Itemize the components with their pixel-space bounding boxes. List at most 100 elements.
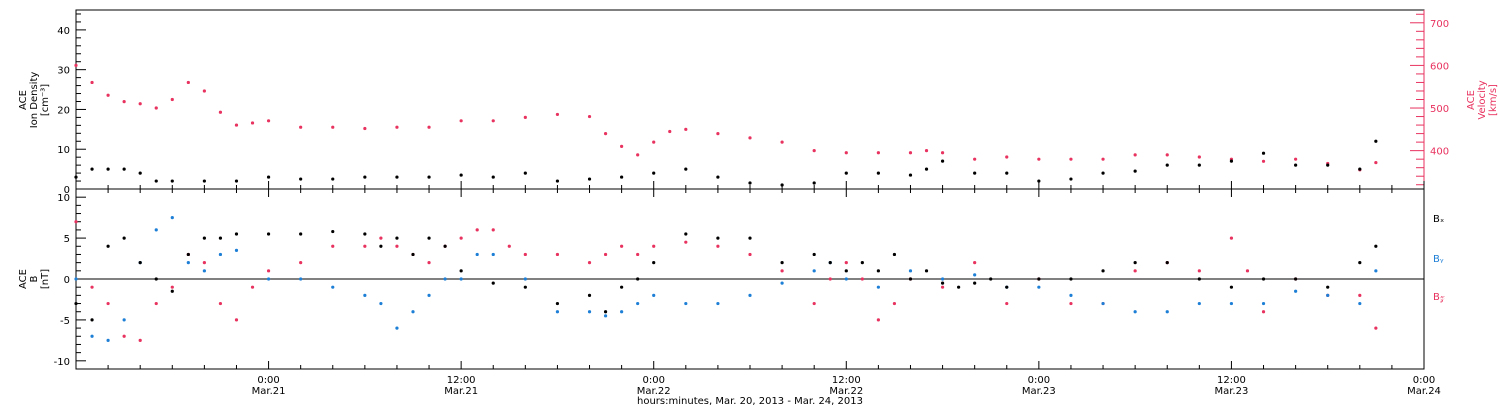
bx-point: [780, 261, 784, 265]
velocity-point: [636, 153, 640, 157]
bz-point: [427, 261, 431, 265]
b-ylabel-line2: B: [29, 275, 40, 282]
velocity-point: [603, 131, 608, 136]
top-panel-frame: [75, 9, 1425, 190]
by-point: [587, 310, 592, 314]
bz-point: [603, 252, 608, 257]
bx-point: [876, 269, 880, 273]
by-point: [1197, 301, 1201, 306]
bz-point: [363, 244, 367, 248]
bz-point: [636, 252, 640, 257]
bz-point: [684, 240, 688, 244]
density-tick-label: 10: [57, 145, 70, 156]
bz-point: [587, 261, 592, 265]
bx-point: [122, 236, 126, 240]
by-point: [1037, 285, 1041, 289]
bz-point: [491, 228, 495, 232]
by-point: [395, 326, 399, 330]
bz-point: [1197, 269, 1201, 273]
by-point: [475, 252, 479, 257]
by-point: [299, 277, 303, 281]
x-tick-date: Mar.23: [1214, 386, 1248, 397]
bz-point: [250, 285, 255, 289]
by-point: [1101, 301, 1105, 306]
velocity-ylabel-line1: ACE: [1466, 90, 1477, 110]
density-point: [1261, 151, 1266, 155]
legend-bx: Bₓ: [1433, 214, 1444, 225]
density-point: [780, 183, 784, 187]
bx-point: [989, 277, 993, 281]
bz-point: [459, 236, 463, 240]
bx-point: [395, 236, 399, 240]
x-tick-time: 0:00: [1413, 375, 1435, 386]
by-point: [780, 281, 784, 285]
by-point: [844, 277, 848, 281]
bx-point: [1229, 285, 1234, 289]
velocity-point: [266, 119, 271, 123]
bz-point: [716, 244, 720, 248]
b-tick-label: 10: [57, 193, 70, 204]
density-point: [652, 171, 656, 175]
density-point: [170, 179, 174, 183]
b-tick-label: -10: [54, 357, 70, 368]
bx-point: [411, 252, 415, 257]
bz-point: [748, 252, 752, 257]
bz-point: [170, 285, 174, 289]
bx-point: [892, 252, 897, 257]
density-point: [299, 177, 303, 181]
bz-point: [202, 261, 206, 265]
density-tick-label: 40: [57, 26, 70, 37]
density-point: [716, 175, 720, 179]
density-point: [266, 175, 271, 179]
x-tick-time: 12:00: [1217, 375, 1246, 386]
x-tick-time: 12:00: [832, 375, 861, 386]
by-point: [234, 248, 239, 252]
bx-point: [1197, 277, 1201, 281]
density-point: [523, 171, 527, 175]
density-point: [491, 175, 495, 179]
bz-series: [74, 220, 1378, 342]
velocity-ylabel: ACE Velocity [km/s]: [1466, 80, 1499, 119]
velocity-point: [780, 140, 784, 144]
bx-point: [844, 269, 848, 273]
by-point: [459, 277, 463, 281]
by-point: [411, 310, 415, 314]
bx-point: [1261, 277, 1266, 281]
density-point: [940, 159, 945, 163]
bx-point: [555, 301, 560, 306]
density-ylabel: ACE Ion Density [cm⁻³]: [18, 72, 51, 129]
by-point: [973, 273, 977, 277]
density-point: [684, 167, 688, 171]
b-tick-label: 5: [64, 234, 70, 245]
x-axis-label: hours:minutes, Mar. 20, 2013 - Mar. 24, …: [637, 396, 863, 407]
bz-point: [1133, 269, 1137, 273]
by-point: [812, 269, 816, 273]
bz-point: [1374, 326, 1378, 330]
bz-point: [780, 269, 784, 273]
by-point: [620, 310, 624, 314]
bx-point: [620, 285, 624, 289]
by-point: [106, 338, 110, 342]
by-point: [90, 334, 94, 338]
x-tick-time: 0:00: [642, 375, 664, 386]
bx-point: [748, 236, 752, 240]
density-point: [427, 175, 431, 179]
x-tick-date: Mar.21: [444, 386, 478, 397]
x-tick-time: 0:00: [257, 375, 279, 386]
velocity-tick-label: 400: [1430, 147, 1449, 158]
bz-point: [395, 244, 399, 248]
bz-point: [860, 277, 864, 281]
by-point: [1165, 310, 1169, 314]
bz-point: [507, 244, 511, 248]
density-point: [812, 181, 816, 185]
data-points-layer: [74, 63, 1378, 342]
velocity-point: [106, 93, 110, 97]
density-series: [74, 139, 1378, 187]
bz-point: [234, 318, 239, 322]
velocity-point: [250, 121, 255, 125]
bz-point: [218, 301, 223, 306]
velocity-point: [1101, 157, 1105, 161]
bx-point: [973, 281, 977, 285]
bz-point: [475, 228, 479, 232]
